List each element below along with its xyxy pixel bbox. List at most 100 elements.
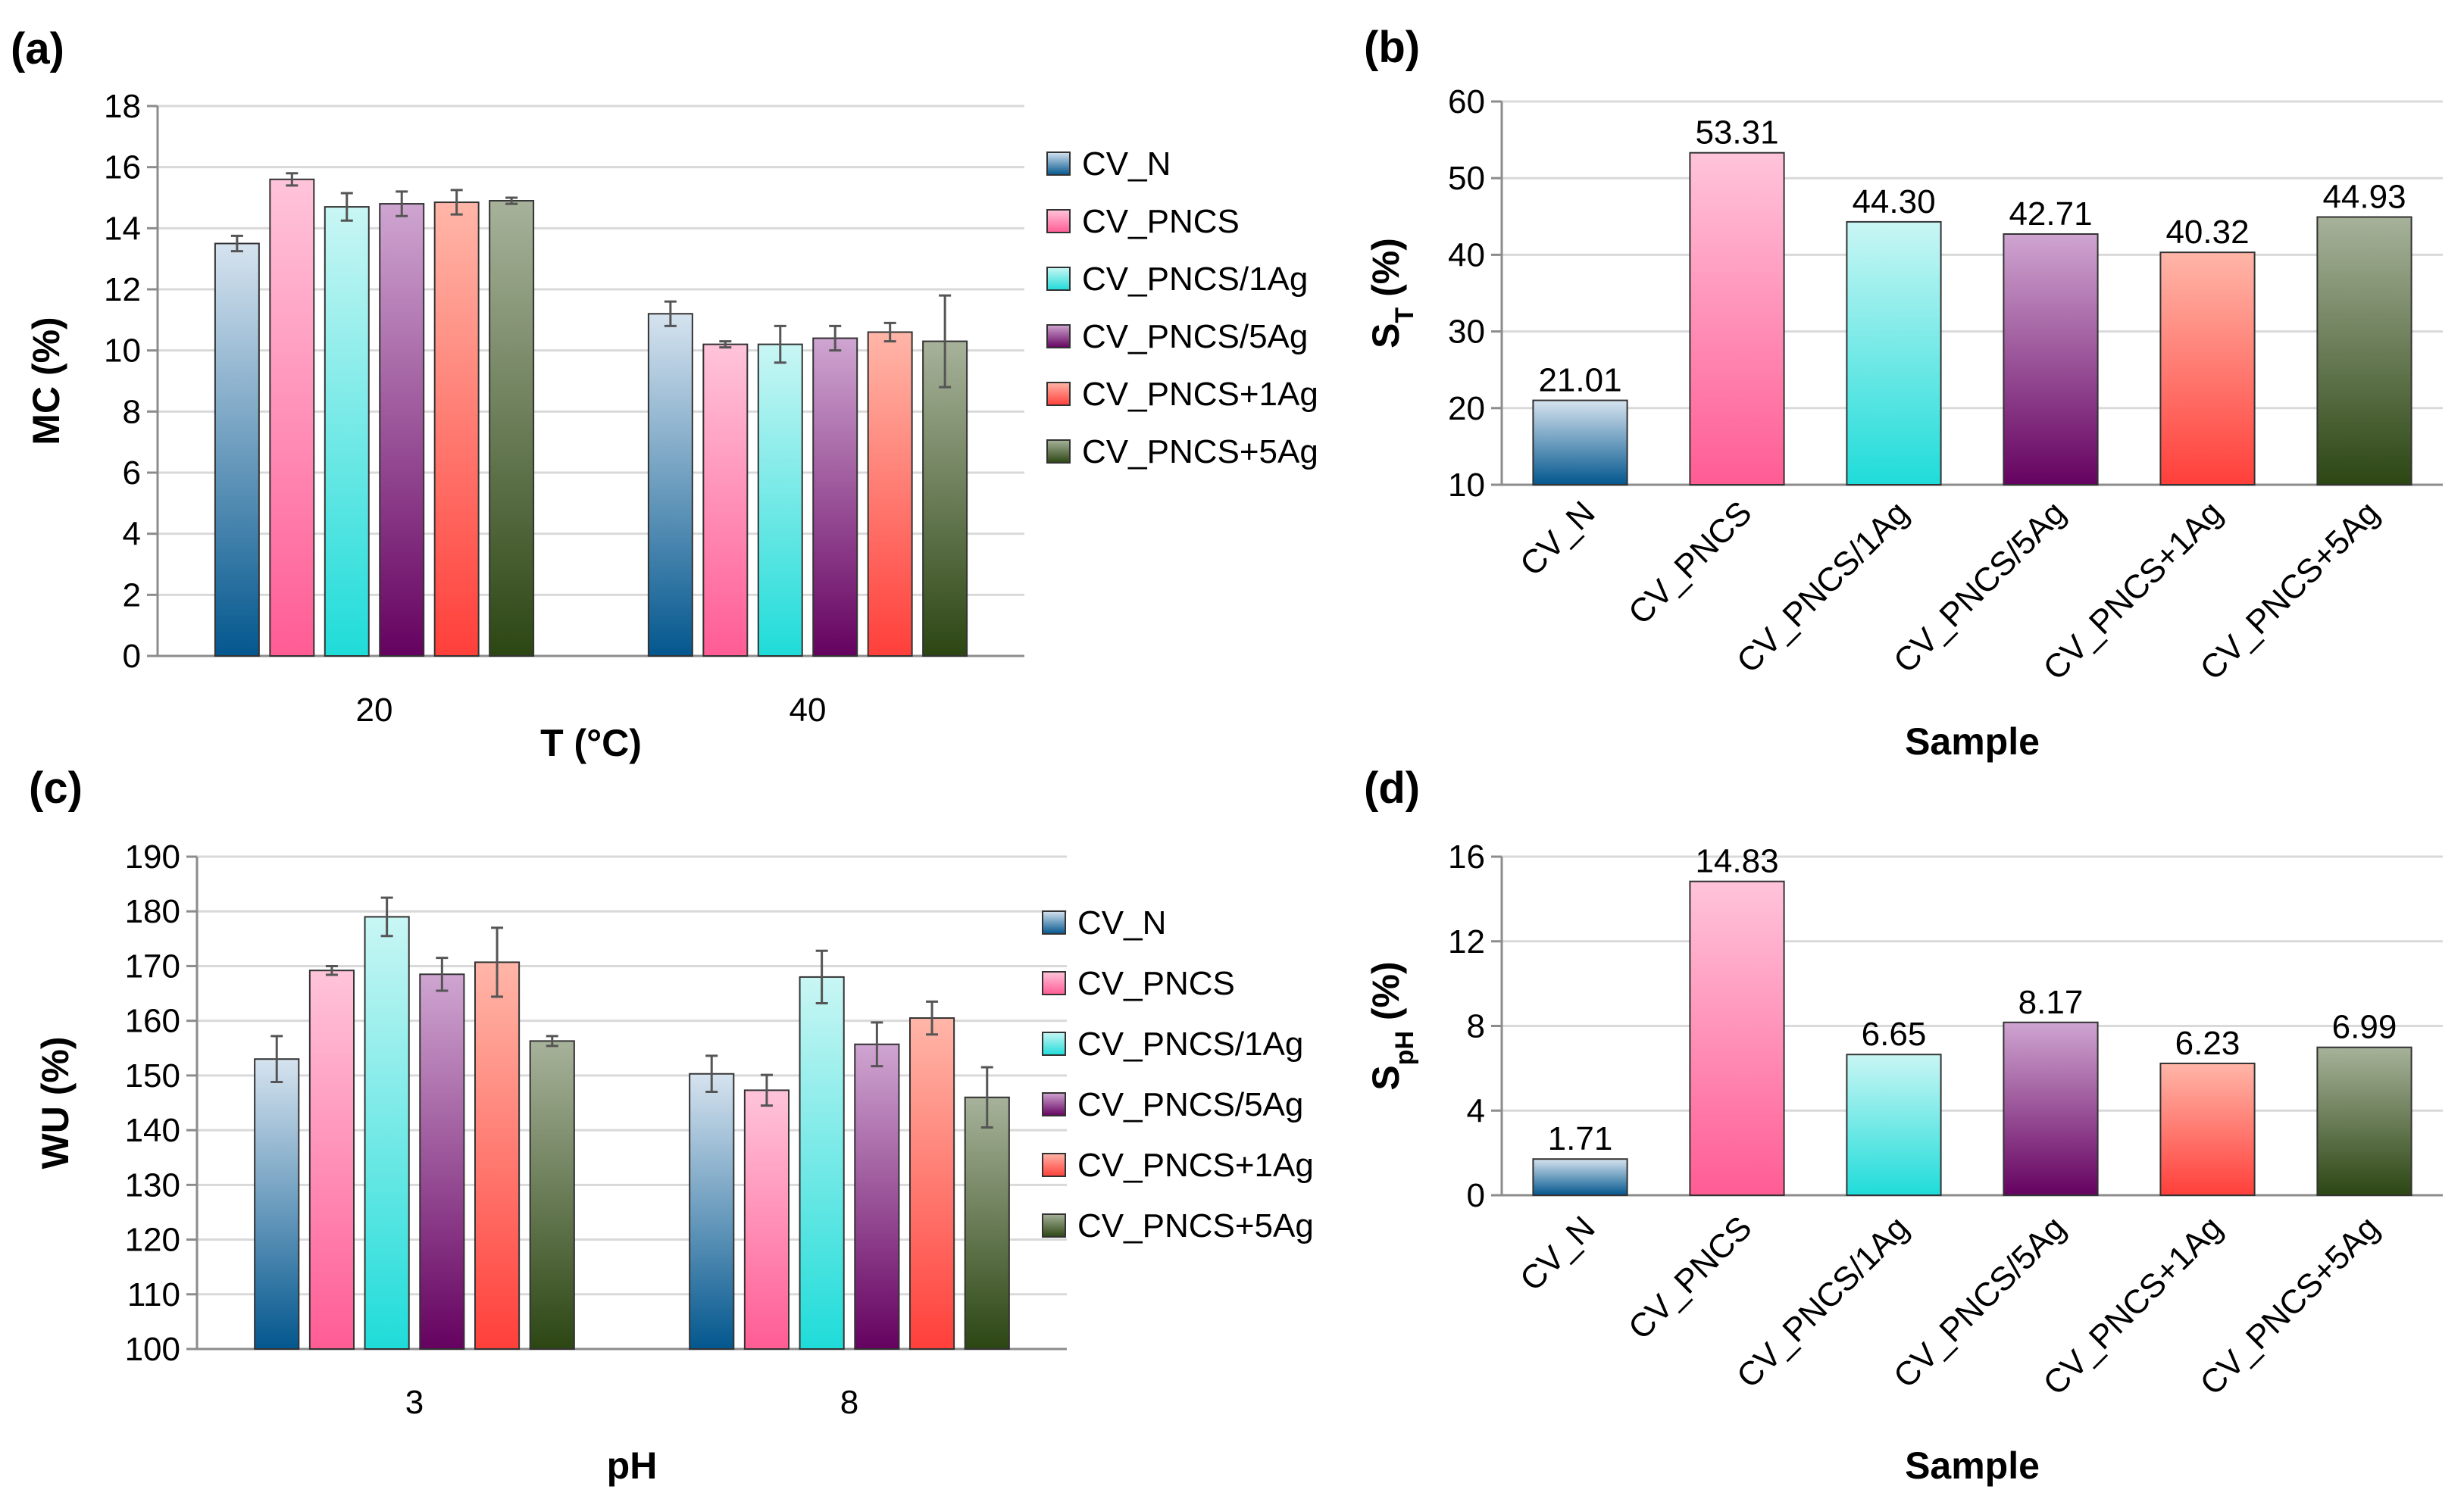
bar-cv-n-3 (254, 1058, 300, 1350)
bar-cv-pncs-1ag (2159, 251, 2256, 486)
y-tick-label: 110 (127, 1276, 180, 1313)
y-tick-label: 30 (1448, 314, 1485, 351)
y-axis-title: MC (%) (25, 317, 67, 445)
x-axis-title: Sample (1905, 1444, 2040, 1487)
y-tick-label: 50 (1448, 160, 1485, 197)
y-axis-title-subscript: pH (1390, 1031, 1419, 1065)
legend-swatch-cv-pncs-5ag (1046, 439, 1071, 464)
bar-cv-pncs-8 (743, 1089, 790, 1351)
legend-label-cv-pncs: CV_PNCS (1082, 203, 1240, 240)
legend-swatch-cv-pncs-5ag (1042, 1213, 1066, 1238)
panel-d-bar-chart: (d) 0 4 8 12 16 SpH (%) Sample 1.71 CV_N 14.83 CV_P… (1364, 763, 2443, 1487)
bar-cv-pncs-1ag-8 (799, 976, 845, 1351)
legend-label-cv-pncs-1ag: CV_PNCS/1Ag (1082, 261, 1308, 298)
y-tick-label: 180 (125, 893, 180, 930)
bar-cv-pncs-1ag (1846, 220, 1942, 486)
legend-swatch-cv-pncs-1ag (1046, 382, 1071, 406)
legend-label-cv-pncs: CV_PNCS (1077, 965, 1235, 1002)
x-category-label: CV_N (1513, 1209, 1603, 1298)
x-axis-title: pH (607, 1444, 658, 1487)
y-tick-label: 8 (1467, 1008, 1485, 1045)
x-category-label: CV_N (1513, 494, 1603, 583)
y-tick-label: 16 (104, 149, 141, 186)
bar-cv-pncs (1689, 151, 1785, 486)
y-tick-label: 60 (1448, 83, 1485, 120)
bar-cv-n-8 (689, 1073, 735, 1350)
data-label-cv-n: 1.71 (1548, 1120, 1613, 1157)
bar-cv-pncs-5ag-8 (964, 1096, 1010, 1351)
bar-cv-pncs-1ag-20 (433, 201, 480, 657)
bar-cv-pncs-1ag-40 (867, 331, 913, 657)
data-label-cv-pncs: 53.31 (1695, 114, 1778, 151)
x-category-label: 3 (405, 1384, 424, 1421)
bar-cv-pncs-1ag-3 (474, 961, 521, 1351)
y-tick-label: 14 (104, 210, 141, 247)
y-tick-label: 0 (123, 638, 141, 675)
x-category-label: 8 (840, 1384, 858, 1421)
y-tick-label: 6 (123, 454, 141, 492)
y-tick-label: 4 (1467, 1092, 1485, 1129)
bar-cv-pncs-5ag-20 (489, 200, 535, 657)
y-tick-label: 8 (123, 393, 141, 430)
legend-label-cv-pncs-5ag: CV_PNCS/5Ag (1082, 318, 1308, 355)
legend-label-cv-pncs-5ag: CV_PNCS+5Ag (1082, 433, 1318, 470)
y-tick-label: 170 (125, 948, 180, 985)
legend-swatch-cv-pncs-1ag (1046, 267, 1071, 291)
y-tick-label: 12 (104, 271, 141, 308)
y-tick-label: 16 (1448, 838, 1485, 876)
x-category-label: CV_PNCS (1621, 1209, 1759, 1347)
panel-a-grouped-bar-chart: (a) 0 2 4 6 8 10 12 14 16 18 MC (%) T (°C) 20 40 CV_N CV… (11, 24, 1318, 764)
panel-label: (b) (1364, 23, 1420, 72)
data-label-cv-pncs-1ag: 40.32 (2165, 214, 2249, 251)
y-tick-label: 190 (125, 838, 180, 876)
x-axis-title: T (°C) (540, 722, 642, 764)
bar-cv-pncs-5ag-8 (854, 1043, 900, 1350)
legend-swatch-cv-pncs-5ag (1042, 1092, 1066, 1116)
panel-label: (d) (1364, 763, 1420, 813)
bar-cv-pncs-5ag-3 (529, 1040, 575, 1351)
legend-swatch-cv-pncs-1ag (1042, 1032, 1066, 1056)
bar-cv-pncs-5ag (2003, 1021, 2099, 1196)
y-tick-label: 150 (125, 1057, 180, 1094)
y-tick-label: 2 (123, 576, 141, 614)
legend-label-cv-pncs-5ag: CV_PNCS+5Ag (1077, 1207, 1314, 1244)
y-tick-label: 12 (1448, 923, 1485, 960)
y-axis-title: SpH (%) (1365, 961, 1419, 1090)
data-label-cv-pncs-5ag: 44.93 (2322, 179, 2406, 216)
y-tick-label: 140 (125, 1112, 180, 1149)
bar-cv-pncs-5ag-40 (922, 340, 968, 657)
legend-label-cv-pncs-1ag: CV_PNCS+1Ag (1082, 376, 1318, 413)
x-category-label: 40 (790, 692, 827, 729)
data-label-cv-n: 21.01 (1538, 362, 1621, 399)
data-label-cv-pncs: 14.83 (1695, 843, 1778, 880)
data-label-cv-pncs-5ag: 8.17 (2018, 984, 2084, 1021)
y-tick-label: 120 (125, 1222, 180, 1259)
data-label-cv-pncs-1ag: 6.23 (2175, 1025, 2240, 1062)
y-tick-label: 0 (1467, 1177, 1485, 1214)
x-axis-title: Sample (1905, 720, 2040, 763)
y-axis-title-subscript: T (1390, 308, 1419, 323)
panel-label: (a) (11, 24, 64, 73)
y-tick-label: 160 (125, 1003, 180, 1040)
y-axis-title-suffix: (%) (1365, 961, 1407, 1031)
bar-cv-pncs-40 (702, 343, 749, 657)
bar-cv-n (1532, 1158, 1628, 1197)
y-tick-label: 100 (125, 1331, 180, 1368)
data-label-cv-pncs-5ag: 6.99 (2332, 1009, 2397, 1046)
bar-cv-pncs-5ag-40 (812, 337, 858, 657)
bar-cv-pncs-1ag (2159, 1062, 2256, 1196)
bar-cv-pncs-1ag-40 (757, 343, 803, 657)
panel-c-grouped-bar-chart: (c) 100 110 120 130 140 150 160 170 180 190 WU (%) p… (29, 763, 1314, 1487)
bar-cv-pncs-5ag-3 (419, 973, 465, 1351)
legend-label-cv-pncs-5ag: CV_PNCS/5Ag (1077, 1086, 1303, 1123)
y-tick-label: 4 (123, 516, 141, 553)
legend-swatch-cv-pncs-1ag (1042, 1153, 1066, 1177)
data-label-cv-pncs-1ag: 6.65 (1862, 1016, 1927, 1053)
bar-cv-pncs (1689, 880, 1785, 1196)
legend-swatch-cv-pncs (1042, 971, 1066, 995)
bar-cv-pncs-1ag (1846, 1054, 1942, 1196)
y-tick-label: 10 (1448, 467, 1485, 504)
data-label-cv-pncs-5ag: 42.71 (2009, 195, 2092, 233)
bar-cv-pncs-5ag (2003, 233, 2099, 486)
